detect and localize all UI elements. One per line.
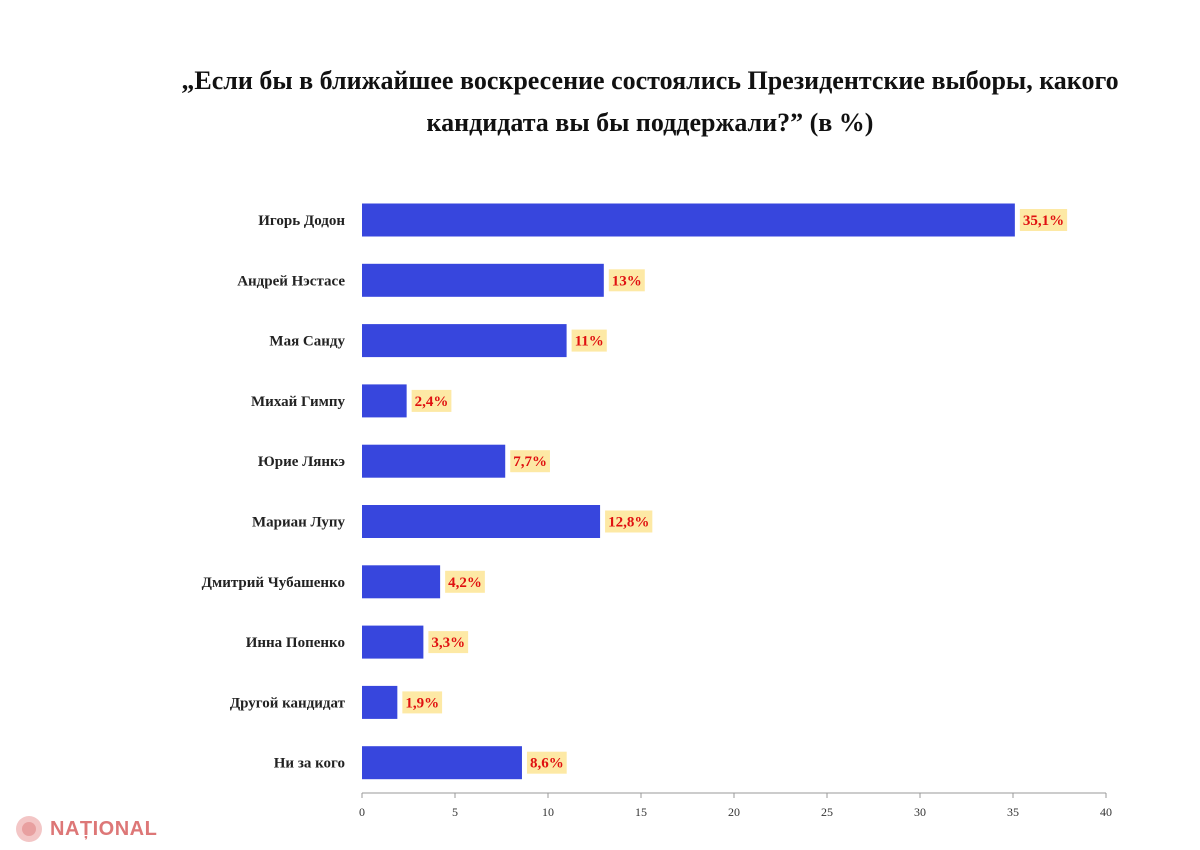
bar [362, 505, 601, 538]
bar [362, 263, 604, 297]
category-label: Юрие Лянкэ [258, 454, 345, 470]
x-tick-label: 15 [635, 805, 647, 819]
value-label-bg [411, 389, 452, 412]
value-label-bg [526, 751, 567, 774]
x-tick-label: 0 [359, 805, 365, 819]
category-label: Другой кандидат [230, 695, 346, 711]
value-label-bg [608, 269, 645, 292]
category-label: Дмитрий Чубашенко [202, 575, 345, 591]
bar [362, 324, 567, 358]
value-label: 2,4% [415, 394, 449, 410]
x-tick-label: 35 [1007, 805, 1019, 819]
value-label-bg [1019, 209, 1068, 231]
category-label: Мая Санду [269, 334, 345, 350]
value-label-bg [605, 510, 653, 533]
national-logo: NAȚIONAL [14, 812, 157, 846]
value-label: 12,8% [608, 515, 649, 531]
bar [362, 746, 522, 780]
value-label-bg [428, 631, 469, 654]
x-tick-label: 5 [452, 805, 458, 819]
category-label: Мариан Лупу [252, 515, 345, 531]
value-label-bg [571, 329, 607, 352]
bar [362, 685, 398, 719]
value-label: 1,9% [405, 695, 439, 711]
x-tick-label: 40 [1100, 805, 1112, 819]
category-label: Игорь Додон [258, 213, 345, 229]
value-label: 8,6% [530, 756, 564, 772]
x-tick-label: 20 [728, 805, 740, 819]
category-label: Инна Попенко [246, 635, 345, 651]
bar [362, 625, 424, 659]
chart-title: „Если бы в ближайшее воскресение состоял… [100, 60, 1200, 144]
x-tick-label: 10 [542, 805, 554, 819]
value-label: 3,3% [431, 635, 465, 651]
chart-title-line-1: „Если бы в ближайшее воскресение состоял… [181, 66, 1119, 95]
value-label: 13% [612, 273, 642, 289]
x-tick-label: 25 [821, 805, 833, 819]
value-label-bg [402, 691, 443, 714]
logo-icon [16, 816, 42, 842]
value-label: 11% [575, 334, 604, 350]
value-label: 4,2% [448, 575, 482, 591]
bar [362, 203, 1015, 237]
logo-text: NAȚIONAL [50, 817, 158, 840]
category-label: Ни за кого [274, 756, 345, 772]
bar [362, 565, 441, 599]
value-label-bg [510, 450, 550, 473]
category-label: Андрей Нэстасе [237, 273, 345, 289]
x-tick-label: 30 [914, 805, 926, 819]
chart-title-line-2: кандидата вы бы поддержали?” (в %) [426, 108, 874, 137]
bar [362, 384, 407, 418]
value-label-bg [445, 570, 485, 593]
value-label: 7,7% [513, 454, 547, 470]
value-label: 35,1% [1023, 213, 1064, 229]
category-label: Михай Гимпу [251, 394, 345, 410]
bar [362, 444, 506, 478]
